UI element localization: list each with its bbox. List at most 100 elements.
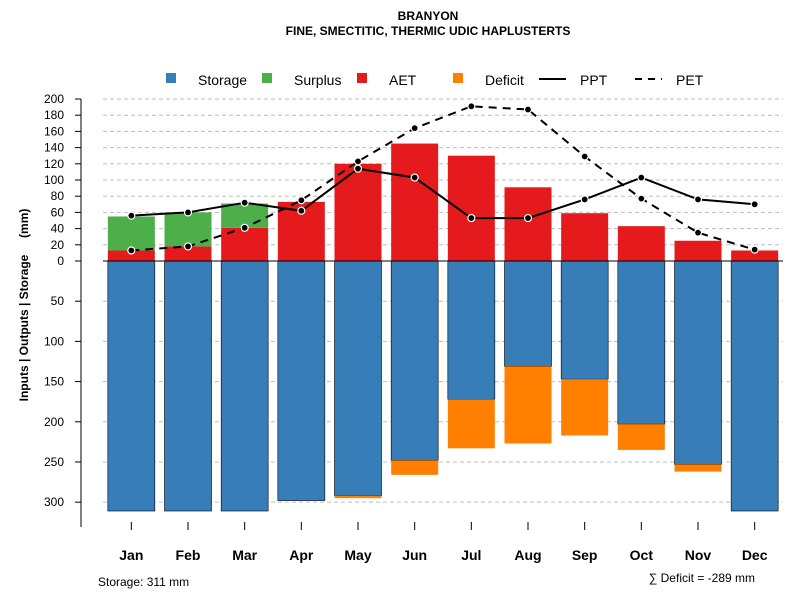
aet-bar bbox=[561, 213, 609, 261]
ppt-point bbox=[297, 206, 306, 215]
y-tick-label: 200 bbox=[44, 92, 64, 106]
legend-deficit-label: Deficit bbox=[485, 72, 524, 88]
aet-bar bbox=[504, 187, 552, 261]
legend-aet-label: AET bbox=[389, 72, 417, 88]
ppt-point bbox=[693, 195, 703, 204]
x-tick-label: Jul bbox=[461, 547, 481, 563]
legend-storage-swatch bbox=[166, 73, 176, 83]
ppt-point bbox=[523, 213, 533, 223]
y-tick-label: 20 bbox=[51, 238, 65, 252]
deficit-bar bbox=[447, 399, 495, 449]
storage-bar bbox=[504, 260, 552, 367]
aet-bar bbox=[391, 143, 439, 261]
y-tick-label: 50 bbox=[51, 294, 65, 308]
pet-point bbox=[580, 152, 589, 161]
storage-bar bbox=[730, 260, 779, 512]
ppt-line bbox=[131, 167, 755, 220]
aet-bar bbox=[731, 250, 779, 261]
legend-deficit-swatch bbox=[453, 73, 463, 83]
pet-point bbox=[297, 196, 306, 205]
ppt-point bbox=[410, 173, 419, 182]
x-tick-label: Aug bbox=[514, 547, 541, 563]
storage-bar bbox=[617, 260, 666, 425]
pet-point bbox=[127, 246, 136, 255]
ppt-point bbox=[750, 200, 759, 209]
legend-ppt-label: PPT bbox=[580, 72, 608, 88]
deficit-bar bbox=[504, 366, 552, 444]
chart-subtitle: FINE, SMECTITIC, THERMIC UDIC HAPLUSTERT… bbox=[286, 24, 571, 38]
x-tick-label: Jun bbox=[402, 547, 427, 563]
y-tick-label: 250 bbox=[44, 455, 64, 469]
pet-point bbox=[183, 242, 193, 251]
storage-bar bbox=[220, 260, 269, 512]
pet-point bbox=[637, 194, 646, 203]
grid bbox=[103, 98, 783, 503]
deficit-bar bbox=[617, 424, 665, 450]
storage-bar bbox=[560, 260, 609, 380]
deficit-bar bbox=[334, 495, 382, 499]
x-tick-label: Nov bbox=[685, 547, 712, 563]
x-tick-label: Mar bbox=[232, 547, 257, 563]
ppt-point bbox=[353, 164, 363, 173]
pet-point bbox=[467, 102, 476, 111]
ppt-point bbox=[240, 198, 249, 207]
x-tick-label: Dec bbox=[742, 547, 768, 563]
ppt-point bbox=[467, 213, 476, 223]
legend-storage-label: Storage bbox=[198, 72, 247, 88]
legend-aet-swatch bbox=[357, 73, 367, 83]
aet-bar bbox=[107, 250, 155, 261]
y-tick-label: 140 bbox=[44, 141, 64, 155]
storage-bar bbox=[277, 260, 326, 501]
legend-surplus-swatch bbox=[262, 73, 272, 83]
storage-bar bbox=[107, 260, 156, 512]
ppt-point bbox=[183, 208, 193, 217]
deficit-bar bbox=[391, 460, 439, 475]
deficit-bar bbox=[674, 464, 722, 472]
chart-title: BRANYON bbox=[398, 9, 459, 23]
y-tick-label: 180 bbox=[44, 108, 64, 122]
lines bbox=[127, 102, 759, 255]
x-tick-label: Feb bbox=[176, 547, 201, 563]
storage-bar bbox=[674, 260, 722, 465]
legend-pet-label: PET bbox=[676, 72, 704, 88]
deficit-note: ∑ Deficit = -289 mm bbox=[649, 571, 755, 585]
y-tick-label: 40 bbox=[51, 222, 65, 236]
pet-point bbox=[693, 228, 703, 237]
aet-bar bbox=[334, 163, 382, 261]
x-tick-label: Sep bbox=[572, 547, 598, 563]
surplus-bar bbox=[107, 216, 155, 251]
ppt-point bbox=[637, 173, 646, 182]
y-axis-label: Inputs | Outputs | Storage (mm) bbox=[17, 209, 31, 402]
x-tick-label: May bbox=[344, 547, 371, 563]
ppt-point bbox=[127, 211, 136, 220]
y-tick-label: 150 bbox=[44, 375, 64, 389]
legend-surplus-label: Surplus bbox=[294, 72, 341, 88]
storage-bar bbox=[164, 260, 212, 512]
y-tick-label: 0 bbox=[57, 254, 64, 268]
x-tick-label: Oct bbox=[630, 547, 654, 563]
y-tick-label: 60 bbox=[51, 205, 65, 219]
legend: Storage Surplus AET Deficit PPT PET bbox=[166, 72, 704, 88]
storage-bar bbox=[390, 260, 439, 461]
y-tick-label: 120 bbox=[44, 157, 64, 171]
aet-bar bbox=[617, 226, 665, 261]
pet-point bbox=[353, 157, 363, 166]
pet-point bbox=[410, 124, 419, 133]
storage-note: Storage: 311 mm bbox=[98, 575, 189, 589]
storage-bar bbox=[447, 260, 496, 400]
y-tick-label: 200 bbox=[44, 415, 64, 429]
x-tick-label: Apr bbox=[289, 547, 314, 563]
pet-point bbox=[523, 105, 533, 114]
storage-bar bbox=[334, 260, 382, 497]
y-tick-label: 160 bbox=[44, 124, 64, 138]
deficit-bar bbox=[561, 379, 609, 436]
y-tick-label: 80 bbox=[51, 189, 65, 203]
bars bbox=[107, 143, 779, 512]
y-tick-label: 100 bbox=[44, 334, 64, 348]
y-tick-label: 100 bbox=[44, 173, 64, 187]
pet-point bbox=[240, 223, 249, 232]
axes: 0 20 40 60 80 100 120 140 160 180 200 50 100 150 200 25… bbox=[44, 92, 783, 563]
pet-point bbox=[750, 245, 759, 254]
aet-bar bbox=[164, 246, 212, 261]
